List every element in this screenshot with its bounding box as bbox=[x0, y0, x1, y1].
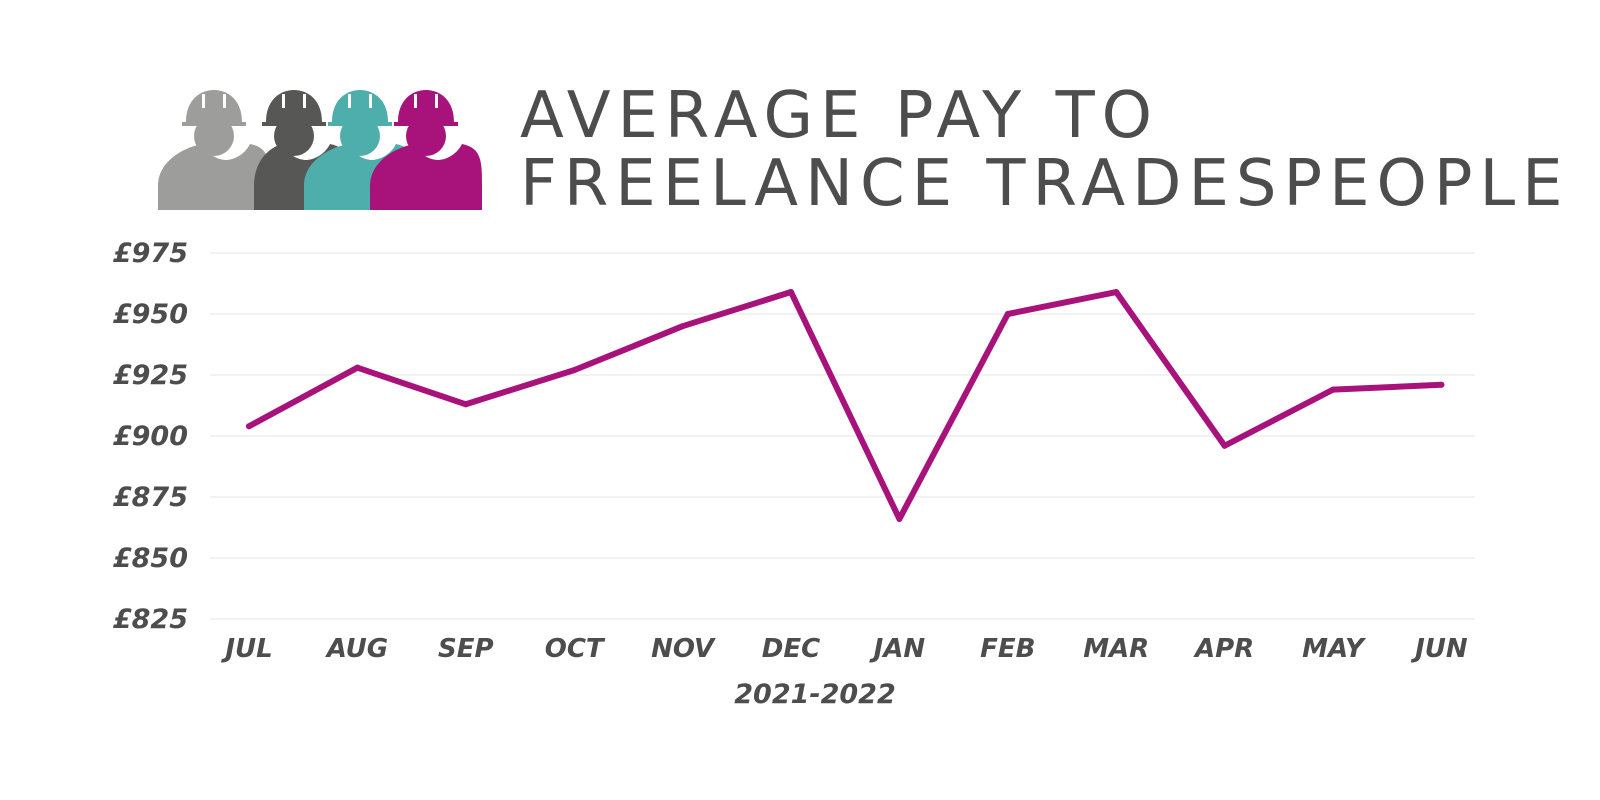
y-axis-ticks: £975 £950 £925 £900 £875 £850 £825 bbox=[113, 238, 188, 635]
x-tick-label: APR bbox=[1193, 634, 1254, 664]
data-point bbox=[1004, 311, 1011, 317]
data-point bbox=[354, 364, 361, 371]
data-point bbox=[788, 289, 794, 296]
data-point bbox=[462, 401, 469, 408]
data-point bbox=[896, 515, 903, 522]
x-tick-label: NOV bbox=[651, 634, 716, 664]
x-tick-label: FEB bbox=[980, 634, 1035, 664]
data-point bbox=[1113, 289, 1120, 296]
data-point bbox=[1221, 442, 1228, 449]
y-tick-label: £875 bbox=[113, 482, 188, 513]
x-axis-ticks: JUL AUG SEP OCT NOV DEC JAN FEB MAR APR MAY JUN bbox=[220, 634, 1468, 664]
x-tick-label: MAY bbox=[1302, 634, 1367, 664]
worker-icon-1 bbox=[158, 90, 270, 210]
gridlines bbox=[210, 252, 1475, 620]
worker-icon-4 bbox=[370, 90, 482, 210]
series-layer bbox=[246, 289, 1445, 522]
data-point bbox=[571, 367, 578, 374]
data-point bbox=[679, 323, 686, 330]
y-tick-label: £850 bbox=[113, 543, 188, 574]
data-point bbox=[1438, 381, 1445, 388]
y-tick-label: £900 bbox=[113, 421, 188, 452]
data-point bbox=[246, 423, 252, 430]
x-tick-label: SEP bbox=[438, 634, 494, 664]
x-tick-label: JUL bbox=[220, 634, 272, 664]
data-point bbox=[1330, 386, 1336, 393]
chart-title-line-2: FREELANCE TRADESPEOPLE bbox=[520, 147, 1570, 221]
x-tick-label: AUG bbox=[325, 634, 388, 664]
y-tick-label: £975 bbox=[113, 238, 188, 269]
x-axis-label: 2021-2022 bbox=[734, 679, 896, 710]
series-line bbox=[246, 289, 1445, 522]
x-tick-label: MAR bbox=[1083, 634, 1149, 664]
chart-title-line-1: AVERAGE PAY TO bbox=[520, 79, 1160, 153]
construction-workers-icon bbox=[158, 90, 482, 210]
x-tick-label: DEC bbox=[762, 634, 820, 664]
y-tick-label: £950 bbox=[113, 299, 188, 330]
x-tick-label: JAN bbox=[869, 634, 926, 664]
chart-header: AVERAGE PAY TO FREELANCE TRADESPEOPLE bbox=[0, 0, 1600, 220]
x-tick-label: JUN bbox=[1410, 634, 1468, 664]
y-tick-label: £925 bbox=[113, 360, 188, 391]
x-tick-label: OCT bbox=[545, 634, 606, 664]
y-tick-label: £825 bbox=[113, 604, 188, 635]
